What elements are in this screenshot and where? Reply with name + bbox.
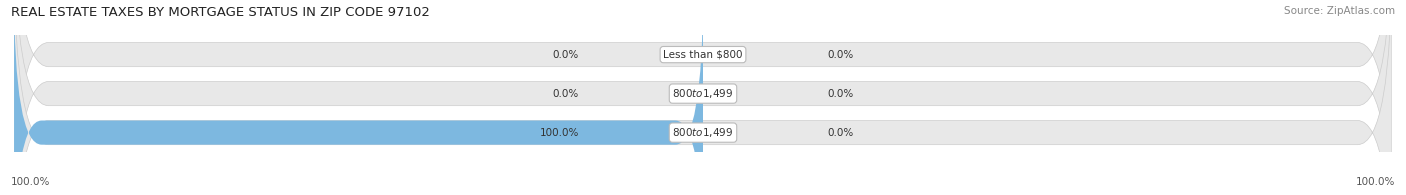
- FancyBboxPatch shape: [14, 0, 1392, 195]
- Text: 0.0%: 0.0%: [827, 89, 853, 99]
- Text: 100.0%: 100.0%: [1355, 177, 1395, 187]
- FancyBboxPatch shape: [14, 0, 703, 195]
- Legend: Without Mortgage, With Mortgage: Without Mortgage, With Mortgage: [592, 193, 814, 195]
- Text: 0.0%: 0.0%: [553, 50, 579, 60]
- FancyBboxPatch shape: [14, 0, 1392, 195]
- FancyBboxPatch shape: [14, 0, 1392, 195]
- Text: 0.0%: 0.0%: [827, 128, 853, 138]
- Text: 0.0%: 0.0%: [827, 50, 853, 60]
- Text: Less than $800: Less than $800: [664, 50, 742, 60]
- Text: $800 to $1,499: $800 to $1,499: [672, 126, 734, 139]
- Text: REAL ESTATE TAXES BY MORTGAGE STATUS IN ZIP CODE 97102: REAL ESTATE TAXES BY MORTGAGE STATUS IN …: [11, 6, 430, 19]
- Text: Source: ZipAtlas.com: Source: ZipAtlas.com: [1284, 6, 1395, 16]
- Text: $800 to $1,499: $800 to $1,499: [672, 87, 734, 100]
- Text: 100.0%: 100.0%: [540, 128, 579, 138]
- Text: 100.0%: 100.0%: [11, 177, 51, 187]
- Text: 0.0%: 0.0%: [553, 89, 579, 99]
